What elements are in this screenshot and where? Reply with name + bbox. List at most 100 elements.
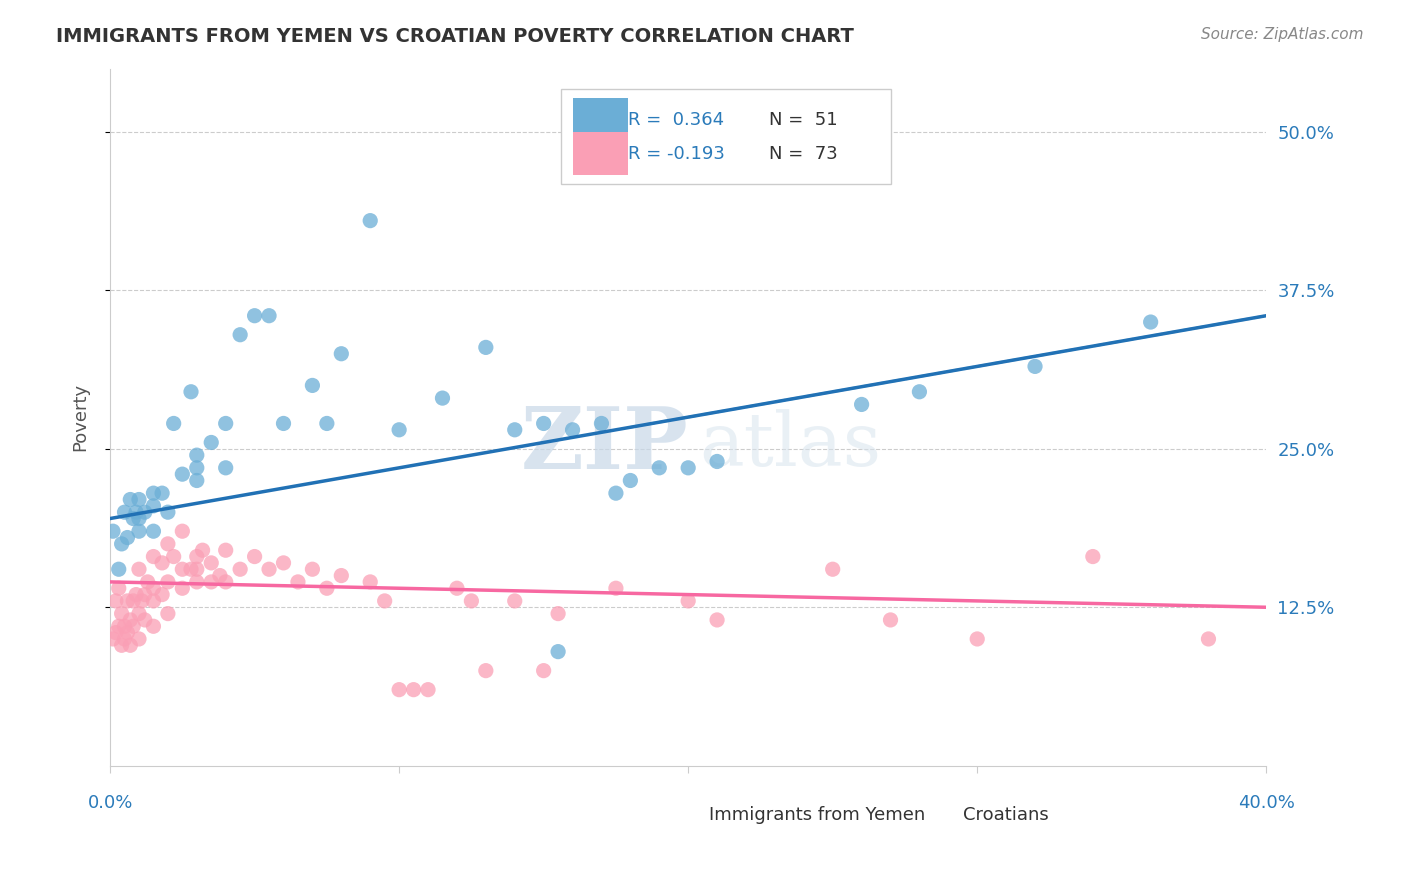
Point — [128, 511, 150, 525]
Point — [605, 581, 627, 595]
Point — [215, 417, 238, 431]
Point — [122, 511, 145, 525]
Point — [156, 537, 179, 551]
Point — [125, 505, 148, 519]
Point — [432, 391, 454, 405]
Point — [460, 594, 482, 608]
Point — [619, 474, 641, 488]
Point — [180, 562, 202, 576]
Point — [330, 347, 353, 361]
Point — [186, 460, 208, 475]
Point — [107, 619, 129, 633]
Point — [315, 417, 337, 431]
FancyBboxPatch shape — [908, 794, 963, 837]
Point — [128, 524, 150, 539]
Text: N =  51: N = 51 — [769, 112, 838, 129]
Point — [111, 638, 134, 652]
Point — [128, 632, 150, 646]
Point — [475, 340, 498, 354]
Point — [117, 594, 139, 608]
Point — [114, 505, 136, 519]
Point — [359, 574, 381, 589]
Text: ZIP: ZIP — [520, 403, 688, 487]
Point — [150, 556, 173, 570]
Point — [706, 613, 728, 627]
Point — [243, 549, 266, 564]
Point — [200, 556, 222, 570]
Point — [114, 632, 136, 646]
Point — [591, 417, 613, 431]
Point — [186, 549, 208, 564]
Point — [128, 607, 150, 621]
Point — [215, 574, 238, 589]
Point — [117, 531, 139, 545]
Point — [156, 505, 179, 519]
Point — [186, 448, 208, 462]
Point — [131, 594, 153, 608]
Point — [172, 562, 194, 576]
Point — [1139, 315, 1161, 329]
Point — [1081, 549, 1104, 564]
Point — [125, 588, 148, 602]
Point — [114, 619, 136, 633]
Point — [243, 309, 266, 323]
Point — [128, 492, 150, 507]
Point — [273, 417, 295, 431]
Point — [561, 423, 583, 437]
Point — [315, 581, 337, 595]
Point — [273, 556, 295, 570]
Y-axis label: Poverty: Poverty — [72, 383, 89, 451]
Point — [330, 568, 353, 582]
Point — [172, 467, 194, 482]
FancyBboxPatch shape — [654, 794, 709, 837]
Point — [150, 486, 173, 500]
Point — [257, 562, 280, 576]
Point — [134, 505, 156, 519]
Text: Immigrants from Yemen: Immigrants from Yemen — [709, 806, 925, 824]
Point — [122, 594, 145, 608]
Point — [191, 543, 214, 558]
Text: Source: ZipAtlas.com: Source: ZipAtlas.com — [1201, 27, 1364, 42]
Point — [101, 524, 124, 539]
Point — [879, 613, 901, 627]
FancyBboxPatch shape — [572, 132, 628, 175]
Point — [142, 524, 165, 539]
Point — [136, 574, 159, 589]
Point — [142, 499, 165, 513]
Point — [142, 594, 165, 608]
Point — [547, 607, 569, 621]
FancyBboxPatch shape — [572, 98, 628, 142]
Point — [1198, 632, 1220, 646]
Point — [1024, 359, 1046, 374]
Point — [851, 397, 873, 411]
Point — [107, 562, 129, 576]
Point — [908, 384, 931, 399]
Point — [446, 581, 468, 595]
Point — [257, 309, 280, 323]
Point — [374, 594, 396, 608]
Point — [172, 524, 194, 539]
Point — [676, 460, 699, 475]
Point — [388, 682, 411, 697]
Point — [186, 574, 208, 589]
Point — [821, 562, 844, 576]
Point — [200, 574, 222, 589]
Point — [111, 607, 134, 621]
Point — [706, 454, 728, 468]
Point — [134, 613, 156, 627]
Point — [120, 638, 142, 652]
Point — [101, 632, 124, 646]
Text: R = -0.193: R = -0.193 — [628, 145, 725, 162]
Point — [229, 562, 252, 576]
Point — [156, 574, 179, 589]
Point — [388, 423, 411, 437]
Text: N =  73: N = 73 — [769, 145, 838, 162]
Point — [966, 632, 988, 646]
Text: 40.0%: 40.0% — [1237, 794, 1295, 812]
Point — [107, 581, 129, 595]
Point — [186, 562, 208, 576]
Point — [229, 327, 252, 342]
Point — [503, 594, 526, 608]
Point — [605, 486, 627, 500]
Point — [215, 543, 238, 558]
